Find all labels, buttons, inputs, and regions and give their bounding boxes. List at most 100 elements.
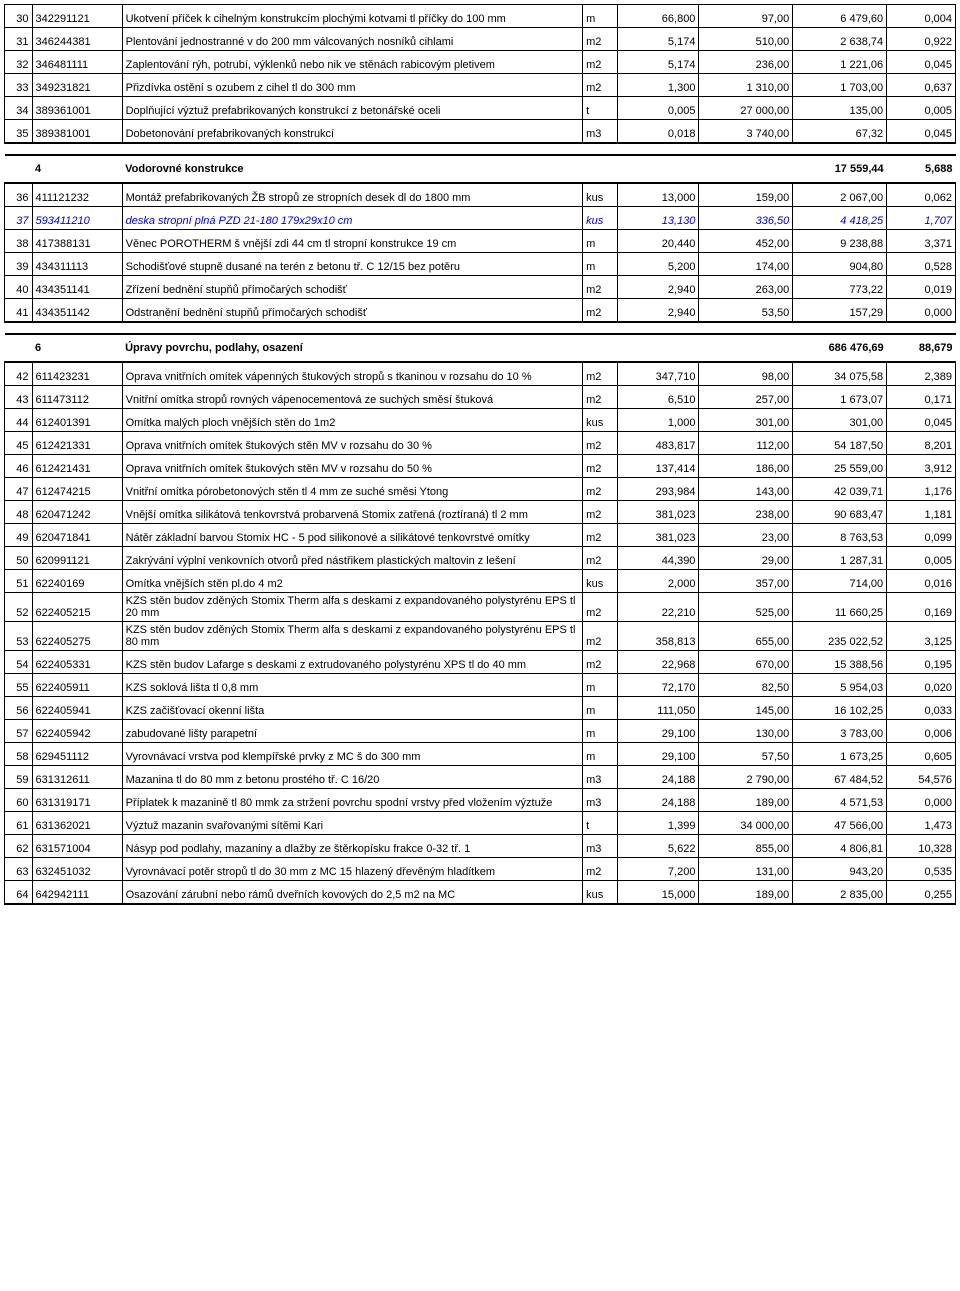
item-unit-price: 336,50 <box>699 207 793 230</box>
item-description: Výztuž mazanin svařovanými sítěmi Kari <box>122 812 582 835</box>
item-total: 4 571,53 <box>793 789 887 812</box>
item-unit-price: 357,00 <box>699 570 793 593</box>
table-row: 50620991121Zakrývání výplní venkovních o… <box>5 547 956 570</box>
item-unit: m3 <box>583 120 618 144</box>
item-hm: 1,176 <box>887 478 956 501</box>
table-row: 31346244381Plentování jednostranné v do … <box>5 28 956 51</box>
item-hm: 0,195 <box>887 651 956 674</box>
item-hm: 0,019 <box>887 276 956 299</box>
item-hm: 54,576 <box>887 766 956 789</box>
row-number: 48 <box>5 501 33 524</box>
item-hm: 0,045 <box>887 409 956 432</box>
item-quantity: 6,510 <box>618 386 699 409</box>
item-hm: 8,201 <box>887 432 956 455</box>
item-unit: m <box>583 5 618 28</box>
item-unit: m <box>583 720 618 743</box>
item-unit-price: 301,00 <box>699 409 793 432</box>
item-unit-price: 670,00 <box>699 651 793 674</box>
item-unit-price: 655,00 <box>699 622 793 651</box>
item-description: Zakrývání výplní venkovních otvorů před … <box>122 547 582 570</box>
item-description: Osazování zárubní nebo rámů dveřních kov… <box>122 881 582 905</box>
row-number: 31 <box>5 28 33 51</box>
item-hm: 0,033 <box>887 697 956 720</box>
item-unit: m2 <box>583 432 618 455</box>
item-hm: 0,171 <box>887 386 956 409</box>
item-description: Zřízení bednění stupňů přímočarých schod… <box>122 276 582 299</box>
row-number: 41 <box>5 299 33 323</box>
item-quantity: 24,188 <box>618 789 699 812</box>
item-code: 612401391 <box>32 409 122 432</box>
item-description: Přizdívka ostění s ozubem z cihel tl do … <box>122 74 582 97</box>
item-quantity: 20,440 <box>618 230 699 253</box>
item-total: 3 783,00 <box>793 720 887 743</box>
item-unit: kus <box>583 881 618 905</box>
section-title: Úpravy povrchu, podlahy, osazení <box>122 334 582 362</box>
item-code: 620471242 <box>32 501 122 524</box>
item-unit: m2 <box>583 386 618 409</box>
item-quantity: 13,000 <box>618 183 699 207</box>
item-description: Vnější omítka silikátová tenkovrstvá pro… <box>122 501 582 524</box>
table-row: 53622405275KZS stěn budov zděných Stomix… <box>5 622 956 651</box>
item-unit: t <box>583 812 618 835</box>
item-total: 1 703,00 <box>793 74 887 97</box>
row-number: 33 <box>5 74 33 97</box>
item-total: 4 806,81 <box>793 835 887 858</box>
item-hm: 0,045 <box>887 51 956 74</box>
item-description: zabudované lišty parapetní <box>122 720 582 743</box>
item-quantity: 24,188 <box>618 766 699 789</box>
item-unit-price: 57,50 <box>699 743 793 766</box>
item-code: 622405331 <box>32 651 122 674</box>
table-row: 34389361001Doplňující výztuž prefabrikov… <box>5 97 956 120</box>
item-hm: 0,535 <box>887 858 956 881</box>
row-number: 35 <box>5 120 33 144</box>
section-hm: 5,688 <box>887 155 956 183</box>
item-unit-price: 263,00 <box>699 276 793 299</box>
table-row: 60631319171Příplatek k mazanině tl 80 mm… <box>5 789 956 812</box>
item-description: Oprava vnitřních omítek vápenných štukov… <box>122 362 582 386</box>
section-hm: 88,679 <box>887 334 956 362</box>
item-unit: m2 <box>583 299 618 323</box>
item-unit-price: 525,00 <box>699 593 793 622</box>
item-unit: m2 <box>583 478 618 501</box>
item-description: Omítka vnějších stěn pl.do 4 m2 <box>122 570 582 593</box>
table-row: 35389381001Dobetonování prefabrikovaných… <box>5 120 956 144</box>
table-row: 32346481111Zaplentování rýh, potrubí, vý… <box>5 51 956 74</box>
item-hm: 0,637 <box>887 74 956 97</box>
table-row: 41434351142Odstranění bednění stupňů pří… <box>5 299 956 323</box>
item-unit-price: 452,00 <box>699 230 793 253</box>
item-quantity: 0,018 <box>618 120 699 144</box>
item-total: 67 484,52 <box>793 766 887 789</box>
item-unit-price: 130,00 <box>699 720 793 743</box>
item-total: 1 673,07 <box>793 386 887 409</box>
item-description: KZS soklová lišta tl 0,8 mm <box>122 674 582 697</box>
item-total: 16 102,25 <box>793 697 887 720</box>
item-total: 235 022,52 <box>793 622 887 651</box>
item-total: 1 287,31 <box>793 547 887 570</box>
item-quantity: 5,622 <box>618 835 699 858</box>
item-unit-price: 131,00 <box>699 858 793 881</box>
item-total: 2 067,00 <box>793 183 887 207</box>
item-code: 622405911 <box>32 674 122 697</box>
row-number: 43 <box>5 386 33 409</box>
table-row: 49620471841Nátěr základní barvou Stomix … <box>5 524 956 547</box>
item-hm: 0,605 <box>887 743 956 766</box>
item-total: 11 660,25 <box>793 593 887 622</box>
table-row: 5162240169Omítka vnějších stěn pl.do 4 m… <box>5 570 956 593</box>
table-row: 45612421331Oprava vnitřních omítek štuko… <box>5 432 956 455</box>
item-description: Vnitřní omítka stropů rovných vápenoceme… <box>122 386 582 409</box>
item-total: 1 221,06 <box>793 51 887 74</box>
item-hm: 2,389 <box>887 362 956 386</box>
item-hm: 0,006 <box>887 720 956 743</box>
item-code: 593411210 <box>32 207 122 230</box>
table-row: 55622405911KZS soklová lišta tl 0,8 mmm7… <box>5 674 956 697</box>
item-code: 622405215 <box>32 593 122 622</box>
item-description: deska stropní plná PZD 21-180 179x29x10 … <box>122 207 582 230</box>
item-quantity: 2,000 <box>618 570 699 593</box>
cost-estimate-table: 30342291121Ukotvení příček k cihelným ko… <box>4 4 956 905</box>
item-hm: 0,528 <box>887 253 956 276</box>
item-unit-price: 855,00 <box>699 835 793 858</box>
row-number: 42 <box>5 362 33 386</box>
item-unit-price: 159,00 <box>699 183 793 207</box>
table-row: 39434311113Schodišťové stupně dusané na … <box>5 253 956 276</box>
item-quantity: 29,100 <box>618 720 699 743</box>
